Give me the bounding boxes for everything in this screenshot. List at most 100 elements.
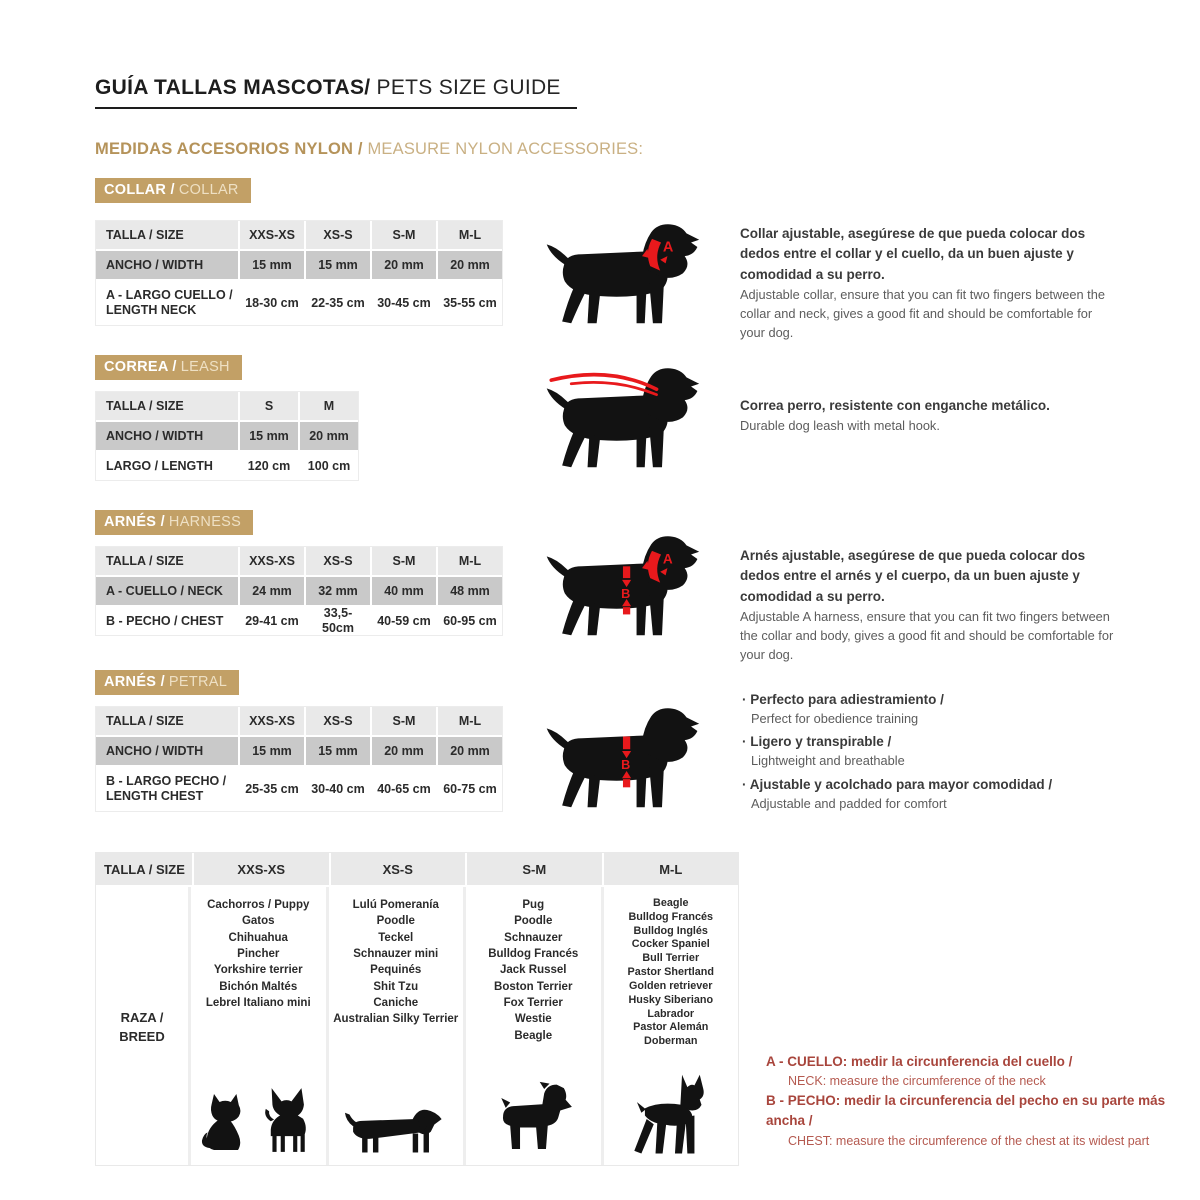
- value-cell: 20 mm: [300, 422, 358, 450]
- breed-item: Doberman: [644, 1035, 698, 1048]
- breed-column-s-m: Pug Poodle Schnauzer Bulldog Francés Jack Ru…: [466, 887, 604, 1165]
- size-cell: XS-S: [306, 221, 372, 249]
- dog-collar-icon: A: [546, 224, 700, 324]
- size-cell: XXS-XS: [240, 547, 306, 575]
- table-row-chest: B - PECHO / CHEST 29-41 cm 33,5-50cm 40-…: [96, 606, 502, 635]
- breed-item: Bulldog Francés: [628, 910, 714, 923]
- breed-item: Bulldog Francés: [488, 947, 579, 960]
- size-label-cell: TALLA / SIZE: [96, 221, 240, 249]
- page-subtitle: MEDIDAS ACCESORIOS NYLON / MEASURE NYLON…: [95, 140, 643, 159]
- value-cell: 15 mm: [306, 251, 372, 279]
- breed-item: Pug: [522, 899, 545, 911]
- chihuahua-icon: [265, 1088, 307, 1152]
- leash-desc-es: Correa perro, resistente con enganche me…: [740, 398, 1050, 413]
- breed-item: Bichón Maltés: [219, 980, 298, 993]
- breed-item: Poodle: [514, 915, 553, 928]
- table-header-row: TALLA / SIZE XXS-XS XS-S S-M M-L: [96, 547, 502, 575]
- petral-feature-list: Perfecto para adiestramiento / Perfect f…: [742, 690, 1134, 817]
- breed-item: Golden retriever: [629, 979, 713, 992]
- petral-badge-en: PETRAL: [168, 674, 228, 690]
- size-cell: S-M: [372, 221, 438, 249]
- breed-column-xxs-xs: Cachorros / Puppy Gatos Chihuahua Pincher Yo…: [191, 887, 329, 1165]
- table-row-neck-length: A - LARGO CUELLO / LENGTH NECK 18-30 cm …: [96, 281, 502, 325]
- leash-dog-figure: [535, 362, 720, 480]
- value-cell: 40-59 cm: [372, 607, 438, 635]
- harness-desc-es: Arnés ajustable, asegúrese de que pueda …: [740, 548, 1086, 604]
- breed-item: Chihuahua: [228, 931, 288, 944]
- breed-list: Lulú Pomeranía Poodle Teckel Schnauzer mini…: [333, 897, 458, 1028]
- value-cell: 18-30 cm: [240, 281, 306, 325]
- size-cell: M-L: [438, 707, 502, 735]
- size-cell: S-M: [467, 853, 604, 885]
- value-cell: 22-35 cm: [306, 281, 372, 325]
- size-cell: M-L: [603, 853, 738, 885]
- size-cell: XXS-XS: [240, 221, 306, 249]
- collar-section-badge: COLLAR / COLLAR: [95, 178, 251, 203]
- breeds-size-table: TALLA / SIZE XXS-XS XS-S S-M M-L RAZA / …: [95, 852, 739, 1166]
- size-cell: S: [240, 392, 300, 420]
- breed-item: Lulú Pomeranía: [352, 899, 439, 911]
- value-cell: 20 mm: [438, 737, 502, 765]
- breed-item: Boston Terrier: [494, 980, 573, 993]
- row-label-cell: ANCHO / WIDTH: [96, 251, 240, 279]
- value-cell: 32 mm: [306, 577, 372, 605]
- value-cell: 15 mm: [306, 737, 372, 765]
- value-cell: 20 mm: [438, 251, 502, 279]
- table-row-neck: A - CUELLO / NECK 24 mm 32 mm 40 mm 48 m…: [96, 577, 502, 605]
- measuring-notes: A - CUELLO: medir la circunferencia del …: [766, 1052, 1190, 1150]
- row-label-cell: B - PECHO / CHEST: [96, 607, 240, 635]
- collar-size-table: TALLA / SIZE XXS-XS XS-S S-M M-L ANCHO /…: [95, 220, 503, 326]
- breed-list: Pug Poodle Schnauzer Bulldog Francés Jack Ru…: [488, 897, 578, 1044]
- value-cell: 15 mm: [240, 737, 306, 765]
- feature-item: Ligero y transpirable / Lightweight and …: [742, 732, 1134, 769]
- size-cell: M-L: [438, 221, 502, 249]
- breed-item: Teckel: [378, 931, 414, 944]
- breed-item: Pincher: [237, 947, 280, 960]
- breed-item: Poodle: [376, 915, 415, 928]
- page-subtitle-es: MEDIDAS ACCESORIOS NYLON /: [95, 140, 368, 158]
- breed-column-m-l: Beagle Bulldog Francés Bulldog Inglés Cocke…: [603, 887, 738, 1165]
- breed-column-xs-s: Lulú Pomeranía Poodle Teckel Schnauzer mini…: [328, 887, 466, 1165]
- value-cell: 30-40 cm: [306, 767, 372, 811]
- size-label-cell: TALLA / SIZE: [96, 547, 240, 575]
- feature-es: Ligero y transpirable /: [742, 732, 1134, 752]
- feature-en: Lightweight and breathable: [751, 753, 905, 769]
- table-row-width: ANCHO / WIDTH 15 mm 20 mm: [96, 422, 358, 450]
- harness-badge-es: ARNÉS /: [104, 514, 165, 530]
- page-title: GUÍA TALLAS MASCOTAS/ PETS SIZE GUIDE: [95, 76, 577, 109]
- table-row-width: ANCHO / WIDTH 15 mm 15 mm 20 mm 20 mm: [96, 251, 502, 279]
- cat-icon: [202, 1094, 241, 1150]
- value-cell: 25-35 cm: [240, 767, 306, 811]
- note-en: CHEST: measure the circumference of the …: [788, 1133, 1150, 1148]
- doberman-icon: [634, 1074, 704, 1154]
- feature-en: Adjustable and padded for comfort: [751, 795, 947, 811]
- size-label-cell: TALLA / SIZE: [96, 853, 194, 885]
- breed-list: Beagle Bulldog Francés Bulldog Inglés Cocke…: [628, 897, 714, 1049]
- breed-item: Pequinés: [370, 964, 422, 977]
- breed-item: Yorkshire terrier: [213, 964, 303, 977]
- harness-desc-en: Adjustable A harness, ensure that you ca…: [740, 608, 1114, 663]
- breed-list: Cachorros / Puppy Gatos Chihuahua Pincher Yo…: [206, 897, 311, 1011]
- petral-dog-figure: B: [535, 702, 720, 820]
- harness-size-table: TALLA / SIZE XXS-XS XS-S S-M M-L A - CUE…: [95, 546, 503, 636]
- dog-petral-icon: B: [546, 708, 700, 808]
- value-cell: 20 mm: [372, 737, 438, 765]
- size-cell: XS-S: [306, 707, 372, 735]
- breed-item: Australian Silky Terrier: [333, 1013, 459, 1026]
- breed-item: Lebrel Italiano mini: [205, 996, 311, 1009]
- value-cell: 35-55 cm: [438, 281, 502, 325]
- breed-item: Beagle: [653, 897, 689, 909]
- breed-icons: [198, 1083, 318, 1157]
- collar-badge-es: COLLAR /: [104, 182, 175, 198]
- table-row-chest-length: B - LARGO PECHO / LENGTH CHEST 25-35 cm …: [96, 767, 502, 811]
- feature-es: Ajustable y acolchado para mayor comodid…: [742, 775, 1134, 795]
- leash-badge-es: CORREA /: [104, 359, 177, 375]
- note-item: B - PECHO: medir la circunferencia del p…: [766, 1091, 1190, 1150]
- size-cell: M: [300, 392, 358, 420]
- breed-item: Shit Tzu: [373, 980, 419, 993]
- breed-item: Jack Russel: [499, 964, 567, 977]
- table-header-row: TALLA / SIZE S M: [96, 392, 358, 420]
- note-item: A - CUELLO: medir la circunferencia del …: [766, 1052, 1190, 1091]
- value-cell: 120 cm: [240, 452, 300, 480]
- table-header-row: TALLA / SIZE XXS-XS XS-S S-M M-L: [96, 221, 502, 249]
